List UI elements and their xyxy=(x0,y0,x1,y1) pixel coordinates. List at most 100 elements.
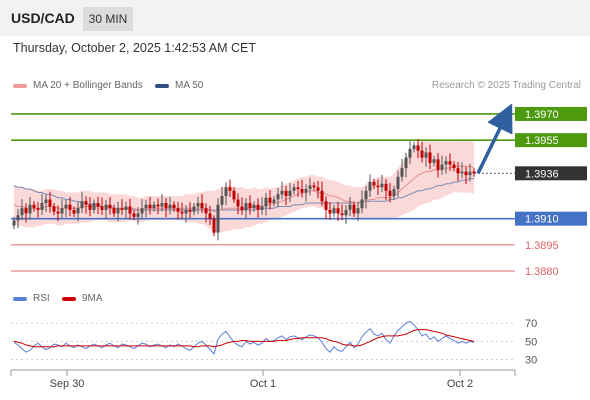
candle-body xyxy=(272,199,276,203)
rsi-tick-label: 50 xyxy=(525,336,537,348)
candle xyxy=(464,166,468,185)
candle xyxy=(344,205,348,225)
candle-body xyxy=(140,208,144,214)
candle-body xyxy=(396,176,400,189)
candle xyxy=(224,182,228,206)
rsi-ma-legend-label: 9MA xyxy=(82,293,103,304)
candle xyxy=(128,198,132,220)
candle-body xyxy=(44,199,48,203)
candle xyxy=(136,207,140,225)
timeframe-badge[interactable]: 30 MIN xyxy=(83,7,133,31)
candle-body xyxy=(324,201,328,210)
candle-body xyxy=(332,208,336,214)
candle-body xyxy=(452,164,456,169)
candle xyxy=(220,186,224,210)
time-tick-label: Oct 1 xyxy=(250,378,276,390)
candle xyxy=(324,196,328,220)
candle-body xyxy=(200,203,204,209)
candle xyxy=(376,179,380,195)
candle-body xyxy=(232,190,236,200)
candle-body xyxy=(52,206,56,212)
candle-body xyxy=(156,204,160,207)
candle xyxy=(300,179,304,198)
candle-body xyxy=(252,204,256,209)
candle xyxy=(164,198,168,218)
ma50-legend-swatch xyxy=(155,84,169,88)
level-labels-layer: 1.3970 1.3955 1.3936 1.3910 1.3895 1.3880 xyxy=(476,103,587,278)
rsi-ma-legend-swatch xyxy=(62,297,76,301)
level-tag-1.3970 xyxy=(515,106,587,121)
candle xyxy=(64,199,68,218)
candle xyxy=(392,185,396,200)
candle-body xyxy=(468,171,472,176)
candle-body xyxy=(220,196,224,205)
candle-body xyxy=(296,187,300,189)
candle xyxy=(172,201,176,212)
rsi-ma-line xyxy=(13,329,475,348)
level-label-1.3936: 1.3936 xyxy=(525,168,559,180)
candle xyxy=(184,205,188,223)
candle-body xyxy=(320,190,324,202)
candle xyxy=(408,141,412,164)
bollinger-legend-swatch xyxy=(13,84,27,88)
candle xyxy=(440,155,444,175)
candle-body xyxy=(16,215,20,221)
candle xyxy=(80,192,84,214)
candle xyxy=(260,197,264,215)
candle xyxy=(24,203,28,223)
candle xyxy=(28,197,32,220)
candle-body xyxy=(280,190,284,195)
candle xyxy=(348,197,352,217)
candle-body xyxy=(240,206,244,210)
rsi-legend-swatch xyxy=(13,297,27,301)
level-tag-1.3936 xyxy=(515,166,587,181)
candle-body xyxy=(264,197,268,207)
candle xyxy=(148,197,152,215)
candle xyxy=(456,161,460,181)
candle xyxy=(412,141,416,153)
candle xyxy=(32,201,36,212)
candle xyxy=(288,183,292,203)
candle xyxy=(448,153,452,171)
candle xyxy=(116,201,120,222)
candle xyxy=(100,197,104,215)
candle-body xyxy=(372,182,376,186)
candle-body xyxy=(184,210,188,214)
candle-body xyxy=(60,208,64,214)
candle xyxy=(368,174,372,198)
candle-body xyxy=(304,189,308,193)
candle xyxy=(156,198,160,215)
candle-body xyxy=(256,204,260,210)
candle-body xyxy=(368,182,372,191)
candle xyxy=(200,193,204,214)
candle xyxy=(316,180,320,199)
timestamp: Thursday, October 2, 2025 1:42:53 AM CET xyxy=(13,41,256,55)
candle-body xyxy=(228,187,232,191)
candle-body xyxy=(460,171,464,174)
candle-body xyxy=(48,199,52,207)
candle-body xyxy=(120,208,124,210)
candle-body xyxy=(64,204,68,209)
candle-body xyxy=(288,190,292,196)
candle xyxy=(208,205,212,225)
candle-body xyxy=(436,159,440,170)
candle-body xyxy=(116,208,120,214)
candle xyxy=(188,202,192,218)
candle xyxy=(428,144,432,170)
candle-body xyxy=(420,150,424,158)
candle-body xyxy=(236,199,240,207)
candle-body xyxy=(360,199,364,209)
candle-body xyxy=(392,189,396,196)
candle xyxy=(396,170,400,197)
candle-body xyxy=(404,157,408,169)
candle-body xyxy=(328,210,332,214)
candle-body xyxy=(188,210,192,212)
candle xyxy=(436,153,440,178)
candle xyxy=(248,195,252,215)
level-label-1.3910: 1.3910 xyxy=(525,214,559,226)
candle-body xyxy=(268,197,272,203)
candle xyxy=(52,202,56,216)
rsi-legend-label: RSI xyxy=(33,293,50,304)
candle xyxy=(432,155,436,167)
